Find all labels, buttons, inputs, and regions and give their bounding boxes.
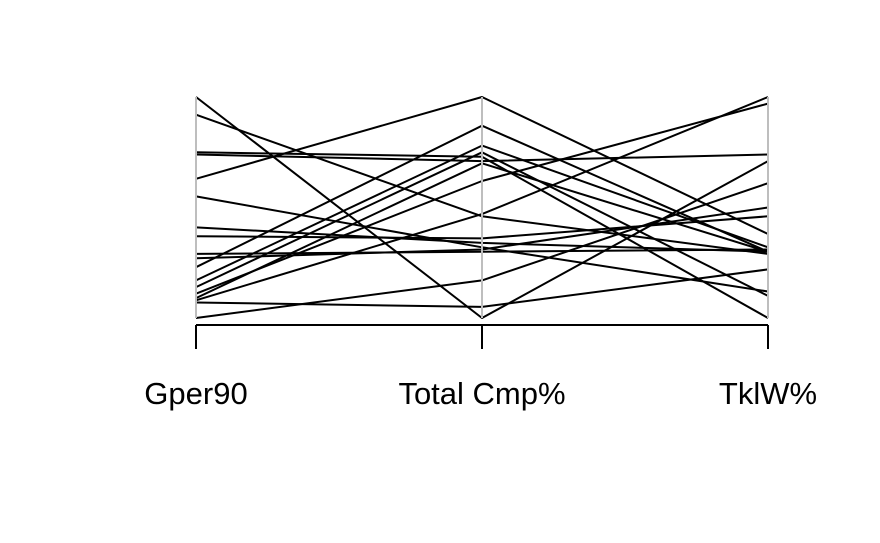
vertical-axes [195, 97, 769, 318]
category-axis [195, 324, 769, 349]
axis-label-2: Total Cmp% [398, 376, 565, 411]
axis-label-3: TklW% [719, 376, 817, 411]
axis-label-1: Gper90 [144, 376, 247, 411]
axis-labels: Gper90 Total Cmp% TklW% [144, 376, 817, 411]
